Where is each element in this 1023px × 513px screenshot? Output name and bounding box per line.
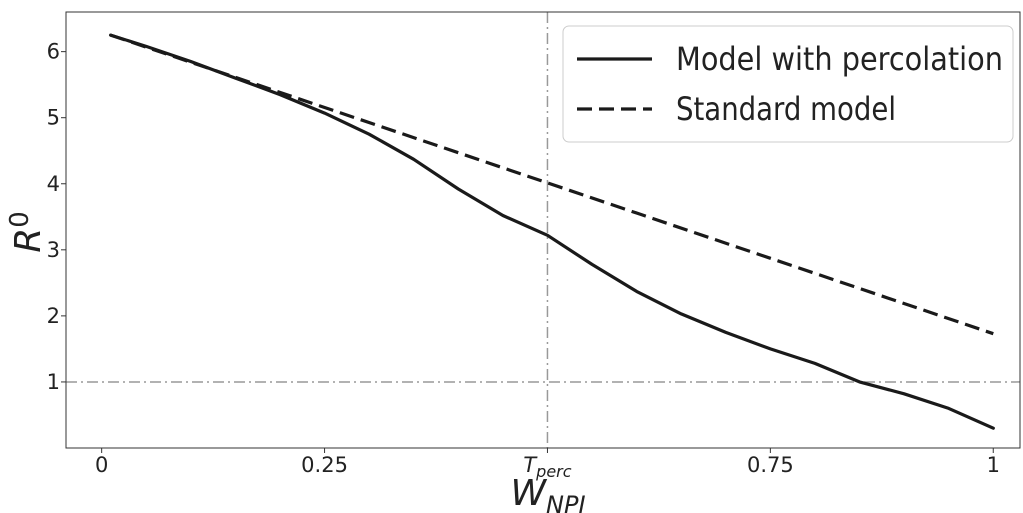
series-layer xyxy=(108,33,995,430)
x-tick-label: 0.75 xyxy=(747,453,794,477)
y-tick-label: 1 xyxy=(47,370,60,394)
series-line-2 xyxy=(110,33,994,336)
x-tick-label: 0.25 xyxy=(301,453,348,477)
x-tick-label-main: T xyxy=(523,453,538,477)
x-axis-ticks: 0 0.25 Tperc 0.75 1 xyxy=(95,448,1000,481)
x-axis-title-sub: NPI xyxy=(546,491,586,513)
x-axis-title-main: W xyxy=(510,473,547,513)
legend: Model with percolation Standard model xyxy=(562,25,1014,143)
y-tick-label: 6 xyxy=(47,40,60,64)
x-axis-title: WNPI xyxy=(510,473,585,513)
y-tick-label: 4 xyxy=(47,172,60,196)
y-axis-title-main: R xyxy=(8,228,49,253)
y-axis-ticks: 1 2 3 4 5 6 xyxy=(47,40,66,394)
y-axis-title-sub: 0 xyxy=(5,211,35,228)
plot-frame xyxy=(65,11,1021,449)
reference-lines xyxy=(66,12,1020,448)
series-line-1 xyxy=(108,33,995,430)
y-tick-label: 2 xyxy=(47,304,60,328)
legend-label-2: Standard model xyxy=(676,90,896,128)
legend-label-1: Model with percolation xyxy=(676,40,1003,78)
y-tick-label: 3 xyxy=(47,238,60,262)
y-tick-label: 5 xyxy=(47,106,60,130)
y-axis-title: R0 xyxy=(5,211,49,253)
x-tick-label-sub: perc xyxy=(535,462,572,481)
x-tick-label: 0 xyxy=(95,453,108,477)
x-tick-label: Tperc xyxy=(523,453,571,481)
legend-box xyxy=(562,25,1014,143)
x-tick-label: 1 xyxy=(987,453,1000,477)
